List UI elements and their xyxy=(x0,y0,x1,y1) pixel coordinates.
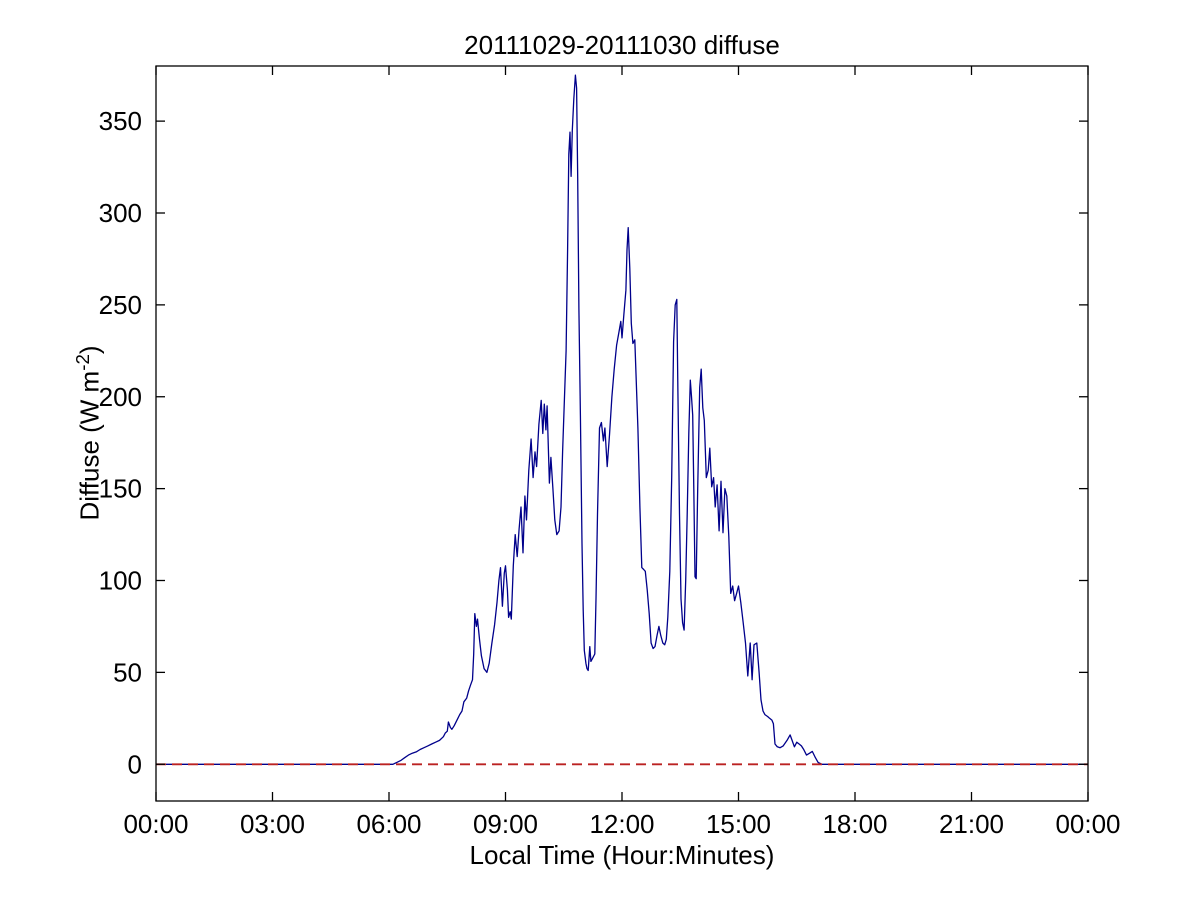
x-tick-label: 12:00 xyxy=(589,809,654,839)
y-tick-label: 250 xyxy=(99,290,142,320)
y-tick-label: 200 xyxy=(99,382,142,412)
y-tick-label: 350 xyxy=(99,106,142,136)
x-tick-label: 21:00 xyxy=(939,809,1004,839)
x-tick-label: 03:00 xyxy=(240,809,305,839)
x-tick-label: 00:00 xyxy=(1055,809,1120,839)
y-tick-label: 100 xyxy=(99,566,142,596)
x-tick-label: 15:00 xyxy=(706,809,771,839)
x-tick-label: 18:00 xyxy=(822,809,887,839)
y-tick-label: 50 xyxy=(113,657,142,687)
axis-box xyxy=(155,65,1089,802)
chart-title: 20111029-20111030 diffuse xyxy=(464,30,780,60)
y-tick-label: 150 xyxy=(99,474,142,504)
y-tick-label: 0 xyxy=(128,749,142,779)
x-tick-label: 00:00 xyxy=(123,809,188,839)
x-tick-label: 06:00 xyxy=(356,809,421,839)
y-tick-label: 300 xyxy=(99,198,142,228)
x-axis-label: Local Time (Hour:Minutes) xyxy=(469,840,775,870)
diffuse-line xyxy=(156,74,1088,765)
x-tick-label: 09:00 xyxy=(473,809,538,839)
